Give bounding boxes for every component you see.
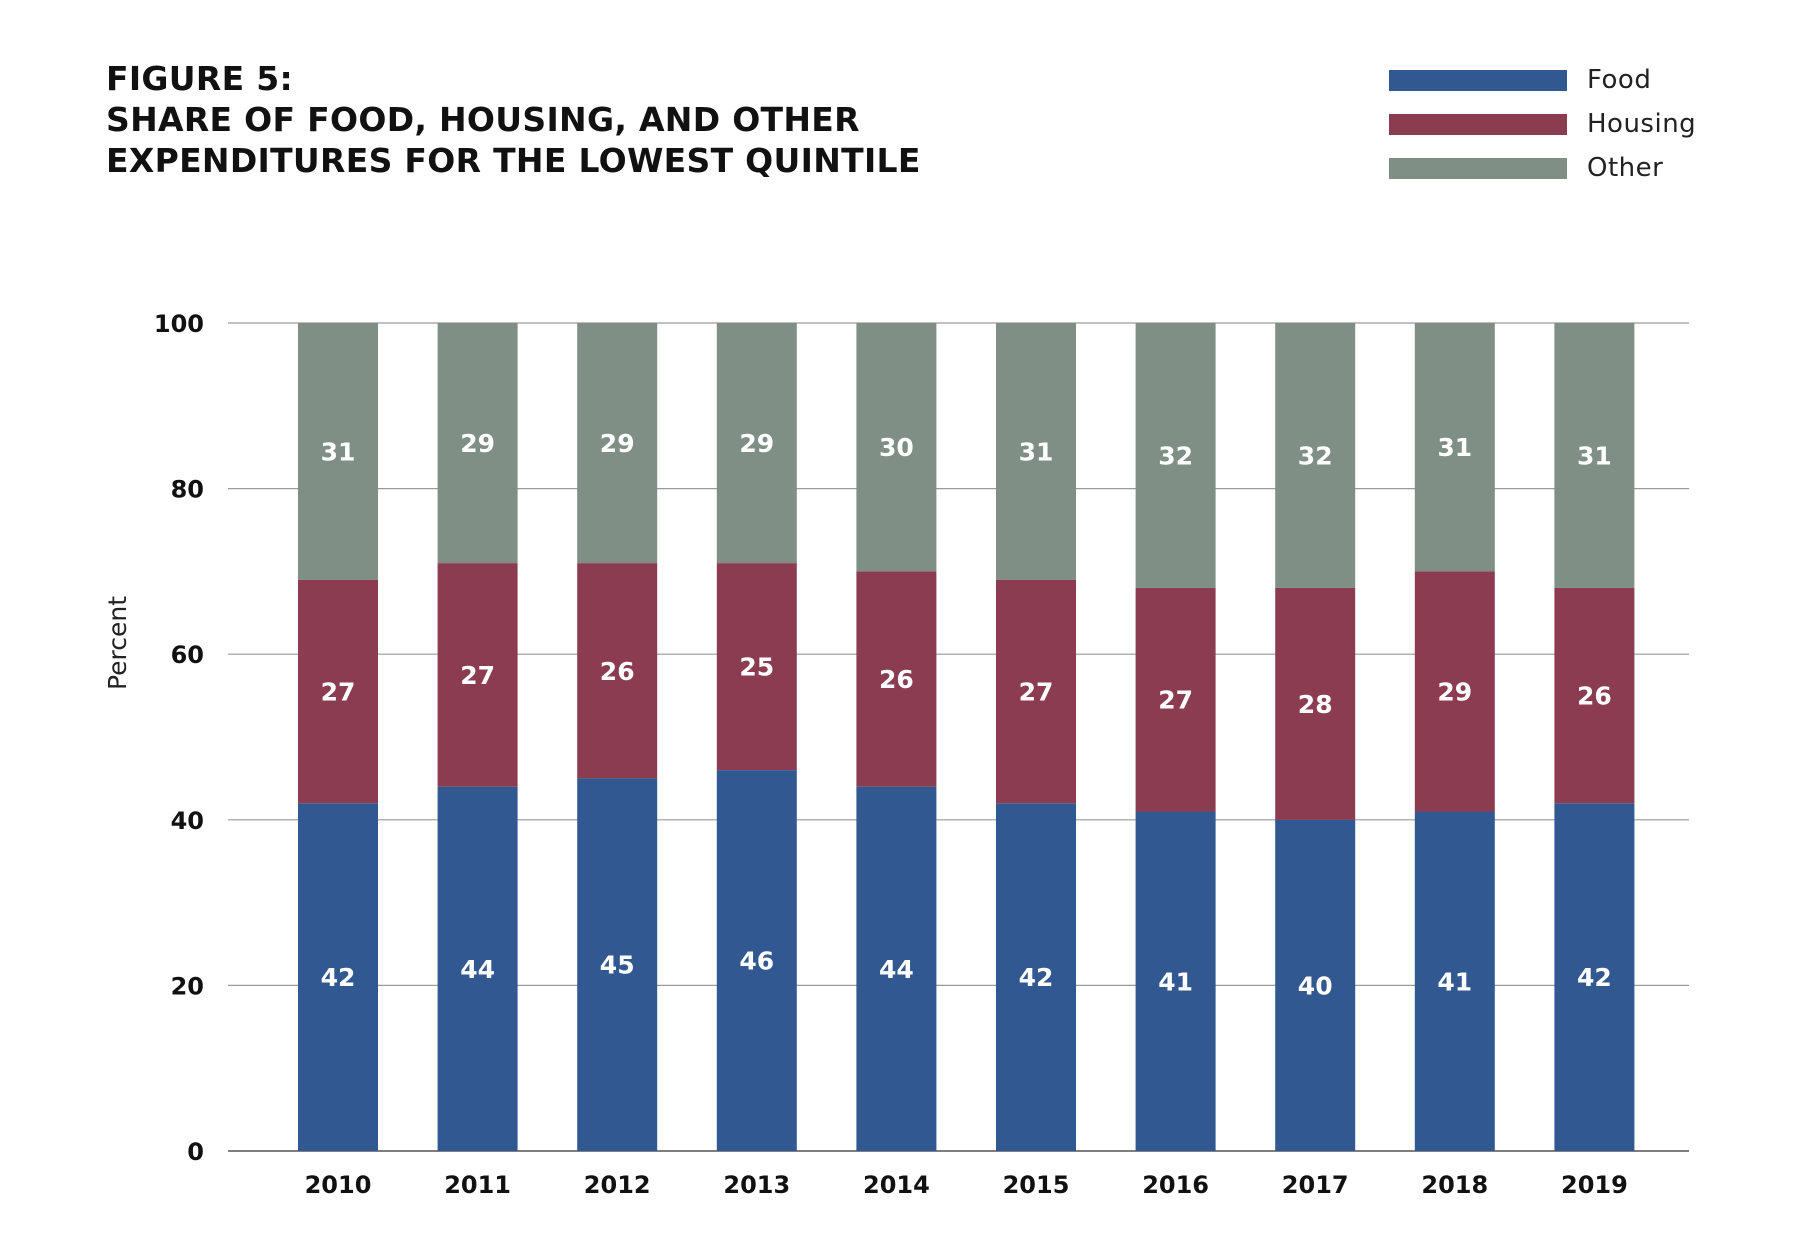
y-axis-title: Percent bbox=[103, 596, 132, 690]
bar-other-2012 bbox=[577, 323, 658, 564]
bar-food-2017 bbox=[1275, 819, 1356, 1151]
legend-label-other: Other bbox=[1587, 153, 1664, 183]
x-tick-label-2014: 2014 bbox=[863, 1171, 930, 1199]
data-label-food-2018: 41 bbox=[1437, 967, 1472, 996]
data-label-other-2010: 31 bbox=[321, 437, 356, 466]
figure-title-line-1: FIGURE 5: bbox=[106, 59, 294, 98]
bar-food-2011 bbox=[437, 786, 518, 1151]
bar-food-2010 bbox=[298, 803, 378, 1151]
bar-housing-2014 bbox=[856, 571, 937, 787]
bar-other-2014 bbox=[856, 323, 937, 572]
data-label-food-2011: 44 bbox=[460, 955, 495, 984]
data-label-other-2017: 32 bbox=[1298, 441, 1333, 470]
bar-food-2019 bbox=[1554, 803, 1635, 1151]
data-label-housing-2011: 27 bbox=[460, 661, 495, 690]
data-label-housing-2012: 26 bbox=[600, 657, 635, 686]
bar-other-2013 bbox=[716, 323, 797, 564]
bar-housing-2019 bbox=[1554, 587, 1635, 804]
data-label-food-2017: 40 bbox=[1298, 971, 1333, 1000]
bar-food-2014 bbox=[856, 786, 937, 1151]
legend-swatch-housing bbox=[1389, 113, 1567, 135]
data-label-housing-2015: 27 bbox=[1019, 677, 1054, 706]
bar-other-2019 bbox=[1554, 323, 1635, 588]
y-tick-label-40: 40 bbox=[171, 807, 204, 835]
y-tick-label-100: 100 bbox=[154, 310, 204, 338]
bar-other-2018 bbox=[1414, 323, 1495, 572]
bar-housing-2016 bbox=[1135, 587, 1216, 812]
data-label-housing-2016: 27 bbox=[1158, 686, 1193, 715]
x-tick-label-2017: 2017 bbox=[1282, 1171, 1349, 1199]
data-label-food-2016: 41 bbox=[1158, 967, 1193, 996]
bar-housing-2018 bbox=[1414, 571, 1495, 812]
legend-label-housing: Housing bbox=[1587, 109, 1697, 139]
x-tick-label-2011: 2011 bbox=[444, 1171, 511, 1199]
y-tick-label-80: 80 bbox=[171, 476, 204, 504]
bar-food-2016 bbox=[1135, 811, 1216, 1151]
bar-other-2010 bbox=[298, 323, 378, 580]
legend-swatch-other bbox=[1389, 157, 1567, 179]
data-label-housing-2010: 27 bbox=[321, 677, 356, 706]
legend-swatch-food bbox=[1389, 69, 1567, 91]
data-label-food-2019: 42 bbox=[1577, 963, 1612, 992]
bars bbox=[298, 323, 1635, 1151]
data-label-food-2012: 45 bbox=[600, 951, 635, 980]
chart-legend: Food Housing Other bbox=[1389, 58, 1696, 190]
bar-housing-2010 bbox=[298, 579, 378, 804]
y-axis-ticks: 0 20 40 60 80 100 bbox=[154, 310, 204, 1166]
data-label-food-2013: 46 bbox=[739, 947, 774, 976]
data-label-food-2010: 42 bbox=[321, 963, 356, 992]
x-tick-label-2012: 2012 bbox=[584, 1171, 651, 1199]
data-label-other-2014: 30 bbox=[879, 433, 914, 462]
bar-housing-2012 bbox=[577, 563, 658, 779]
x-tick-label-2013: 2013 bbox=[723, 1171, 790, 1199]
data-label-other-2018: 31 bbox=[1437, 433, 1472, 462]
data-labels: 42 27 31 44 27 29 45 26 29 46 25 29 44 26 30 42 27 31 41 27… bbox=[321, 429, 1612, 1000]
data-label-food-2014: 44 bbox=[879, 955, 914, 984]
x-tick-label-2018: 2018 bbox=[1421, 1171, 1488, 1199]
bar-other-2016 bbox=[1135, 323, 1216, 588]
data-label-other-2019: 31 bbox=[1577, 441, 1612, 470]
data-label-other-2012: 29 bbox=[600, 429, 635, 458]
bar-housing-2015 bbox=[996, 579, 1076, 804]
data-label-other-2013: 29 bbox=[739, 429, 774, 458]
bar-food-2015 bbox=[996, 803, 1076, 1151]
x-tick-label-2016: 2016 bbox=[1142, 1171, 1209, 1199]
x-tick-label-2010: 2010 bbox=[305, 1171, 372, 1199]
legend-label-food: Food bbox=[1587, 65, 1652, 95]
y-tick-label-20: 20 bbox=[171, 972, 204, 1000]
data-label-food-2015: 42 bbox=[1019, 963, 1054, 992]
data-label-housing-2014: 26 bbox=[879, 665, 914, 694]
figure-title: FIGURE 5: SHARE OF FOOD, HOUSING, AND OT… bbox=[106, 58, 921, 181]
data-label-other-2016: 32 bbox=[1158, 441, 1193, 470]
legend-item-food: Food bbox=[1389, 58, 1696, 102]
data-label-housing-2019: 26 bbox=[1577, 682, 1612, 711]
data-label-housing-2017: 28 bbox=[1298, 690, 1333, 719]
bar-other-2015 bbox=[996, 323, 1076, 580]
bar-housing-2017 bbox=[1275, 587, 1356, 820]
bar-housing-2013 bbox=[716, 563, 797, 771]
x-tick-label-2019: 2019 bbox=[1561, 1171, 1628, 1199]
data-label-housing-2013: 25 bbox=[739, 653, 774, 682]
data-label-other-2015: 31 bbox=[1019, 437, 1054, 466]
data-label-housing-2018: 29 bbox=[1437, 677, 1472, 706]
bar-food-2018 bbox=[1414, 811, 1495, 1151]
figure-title-line-3: EXPENDITURES FOR THE LOWEST QUINTILE bbox=[106, 141, 921, 180]
x-tick-label-2015: 2015 bbox=[1003, 1171, 1070, 1199]
y-tick-label-0: 0 bbox=[187, 1138, 204, 1166]
bar-other-2017 bbox=[1275, 323, 1356, 588]
bar-other-2011 bbox=[437, 323, 518, 564]
y-tick-label-60: 60 bbox=[171, 641, 204, 669]
bar-food-2012 bbox=[577, 778, 658, 1151]
legend-item-other: Other bbox=[1389, 146, 1696, 190]
x-axis-ticks: 2010 2011 2012 2013 2014 2015 2016 2017 2018 2019 bbox=[305, 1171, 1628, 1199]
bar-food-2013 bbox=[716, 770, 797, 1151]
data-label-other-2011: 29 bbox=[460, 429, 495, 458]
figure-title-line-2: SHARE OF FOOD, HOUSING, AND OTHER bbox=[106, 100, 860, 139]
legend-item-housing: Housing bbox=[1389, 102, 1696, 146]
bar-housing-2011 bbox=[437, 563, 518, 787]
